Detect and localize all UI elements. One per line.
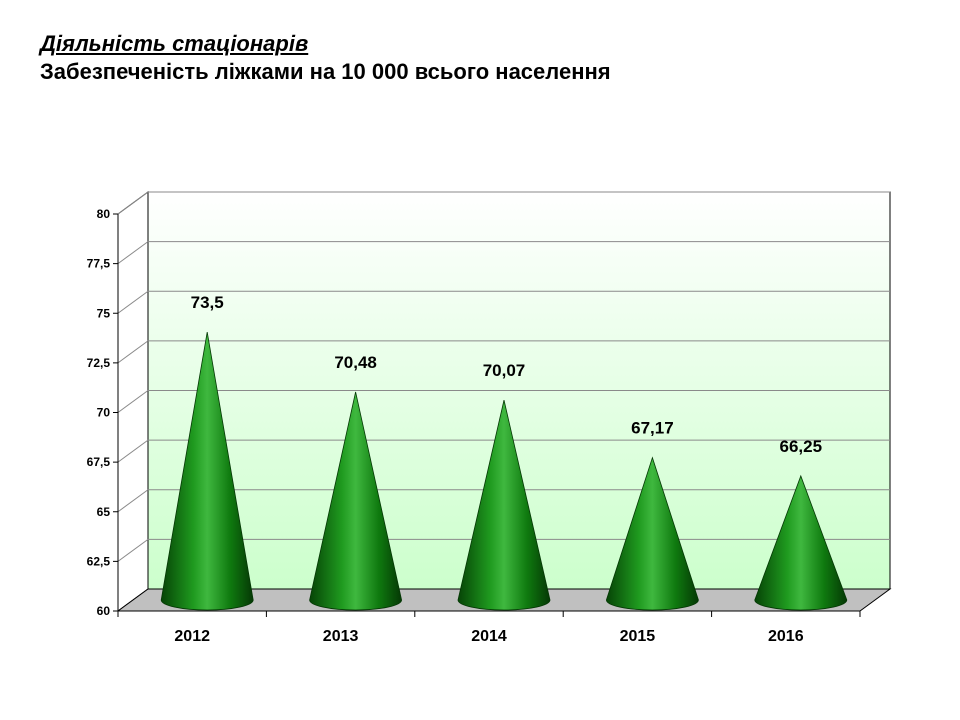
data-label: 73,5 — [191, 293, 224, 312]
title-block: Діяльність стаціонарів Забезпеченість лі… — [40, 30, 611, 86]
y-tick-label: 67,5 — [87, 455, 111, 469]
data-label: 70,48 — [334, 353, 377, 372]
y-tick-label: 62,5 — [87, 554, 111, 568]
gridline-side — [117, 241, 149, 265]
cone-body — [309, 391, 403, 611]
cone-series — [160, 331, 848, 611]
cone-2014 — [457, 400, 551, 611]
cone-body — [457, 400, 551, 611]
x-tick-label: 2014 — [471, 628, 507, 645]
y-tick-label: 75 — [97, 306, 111, 320]
gridline-side — [117, 290, 149, 314]
gridline-side — [117, 191, 149, 215]
gridline-side — [117, 439, 149, 463]
cone-2016 — [754, 474, 848, 611]
page-subtitle: Забезпеченість ліжками на 10 000 всього … — [40, 59, 611, 84]
cone-body — [754, 474, 848, 611]
page-title: Діяльність стаціонарів — [40, 31, 309, 56]
y-tick-label: 72,5 — [87, 356, 111, 370]
y-tick-label: 65 — [97, 505, 111, 519]
cone-2013 — [309, 391, 403, 611]
y-axis-ticks: 60 62,5 65 67,5 70 72,5 75 77,5 80 — [87, 207, 118, 618]
y-tick-label: 77,5 — [87, 257, 111, 271]
y-tick-label: 60 — [97, 604, 111, 618]
x-tick-label: 2015 — [620, 628, 656, 645]
x-tick-label: 2013 — [323, 628, 359, 645]
y-tick-label: 70 — [97, 406, 111, 420]
gridline-side — [117, 340, 149, 364]
data-label: 70,07 — [483, 361, 526, 380]
gridline-side — [117, 538, 149, 562]
data-label: 66,25 — [780, 437, 823, 456]
cone-body — [160, 331, 254, 611]
data-labels: 73,5 70,48 70,07 67,17 66,25 — [191, 293, 822, 456]
x-tick-label: 2012 — [174, 628, 210, 645]
cone-2012 — [160, 331, 254, 611]
gridline-side — [117, 489, 149, 513]
x-axis-labels: 2012 2013 2014 2015 2016 — [117, 611, 861, 645]
y-tick-label: 80 — [97, 207, 111, 221]
x-tick-label: 2016 — [768, 628, 804, 645]
data-label: 67,17 — [631, 419, 674, 438]
gridline-side — [117, 390, 149, 413]
cone-body — [605, 456, 699, 611]
cone-2015 — [605, 456, 699, 611]
